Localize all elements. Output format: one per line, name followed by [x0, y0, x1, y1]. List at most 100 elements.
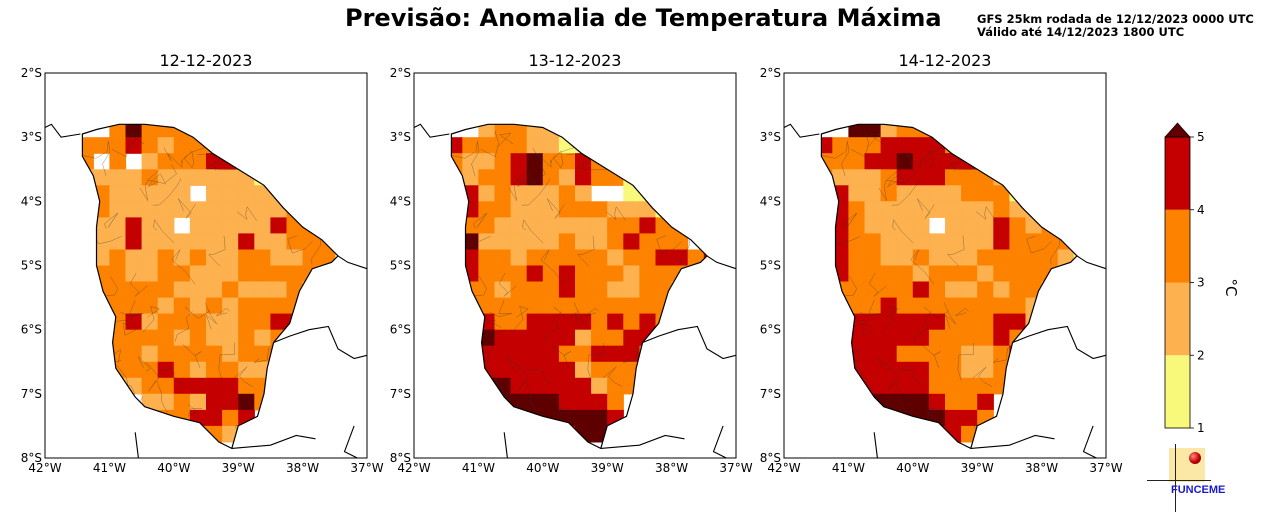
heatmap-cell: [238, 233, 255, 250]
heatmap-cell: [494, 124, 512, 138]
heatmap-cell: [639, 361, 657, 379]
heatmap-cell: [896, 329, 914, 347]
heatmap-cell: [222, 281, 239, 299]
municipal-boundary: [152, 178, 182, 206]
heatmap-cell: [928, 329, 946, 347]
heatmap-cell: [510, 345, 528, 363]
heatmap-cell: [558, 425, 576, 443]
heatmap-cell: [254, 217, 271, 234]
heatmap-cell: [558, 377, 576, 395]
heatmap-cell: [912, 425, 930, 443]
municipal-boundary: [511, 306, 529, 333]
heatmap-cell: [821, 137, 833, 154]
heatmap-cell: [173, 393, 191, 411]
heatmap-cell: [526, 169, 544, 186]
municipal-boundary: [1071, 386, 1077, 399]
heatmap-cell: [478, 185, 496, 202]
neighbor-boundary: [44, 123, 81, 138]
heatmap-cell: [912, 217, 930, 234]
municipal-boundary: [659, 359, 675, 373]
heatmap-cell: [510, 377, 528, 395]
heatmap-cell: [623, 297, 640, 315]
municipal-boundary: [580, 125, 596, 147]
heatmap-cell: [558, 281, 576, 299]
heatmap-cell: [451, 297, 463, 315]
heatmap-cell: [157, 233, 175, 250]
heatmap-cell: [286, 265, 304, 283]
heatmap-cell: [961, 233, 978, 250]
heatmap-cell: [157, 201, 175, 218]
heatmap-cell: [141, 124, 159, 138]
heatmap-cell: [848, 281, 866, 299]
heatmap-cell: [206, 393, 223, 411]
heatmap-cell: [125, 137, 143, 154]
heatmap-cell: [945, 297, 962, 315]
heatmap-cell: [993, 345, 1010, 363]
heatmap-cell: [880, 137, 898, 154]
funceme-logo: FUNCEME: [1147, 444, 1235, 512]
heatmap-cell: [671, 297, 689, 315]
neighbor-boundary: [503, 432, 508, 459]
heatmap-cell: [82, 137, 94, 154]
heatmap-cell: [189, 153, 207, 170]
heatmap-cell: [575, 201, 592, 218]
heatmap-cell: [575, 425, 592, 443]
heatmap-cell: [655, 345, 673, 363]
heatmap-cell: [607, 217, 624, 234]
heatmap-cell: [1025, 361, 1043, 379]
heatmap-cell: [1041, 297, 1059, 315]
heatmap-cell: [896, 201, 914, 218]
municipal-boundary: [587, 342, 604, 381]
heatmap-cell: [591, 124, 608, 138]
municipal-boundary: [471, 141, 480, 177]
heatmap-cell: [575, 233, 592, 250]
heatmap-cell: [864, 345, 882, 363]
heatmap-cell: [591, 329, 608, 347]
municipal-boundary: [516, 164, 546, 184]
municipal-boundary: [323, 124, 339, 134]
heatmap-cell: [687, 345, 705, 363]
heatmap-cell: [109, 233, 127, 250]
municipal-boundary: [517, 173, 536, 187]
heatmap-cell: [558, 393, 576, 411]
heatmap-cell: [173, 297, 191, 315]
heatmap-cell: [526, 124, 544, 138]
heatmap-cell: [478, 124, 496, 138]
heatmap-cell: [896, 217, 914, 234]
municipal-boundary: [546, 198, 565, 219]
heatmap-cell: [591, 249, 608, 267]
heatmap-cell: [623, 137, 640, 154]
municipal-boundary: [643, 181, 657, 198]
heatmap-cell: [703, 249, 707, 267]
municipal-boundary: [551, 344, 571, 368]
heatmap-cell: [575, 265, 592, 283]
heatmap-cell: [821, 281, 833, 299]
panel-title: 13-12-2023: [529, 51, 622, 70]
heatmap-cell: [896, 137, 914, 154]
heatmap-cell: [671, 249, 689, 267]
heatmap-cell: [302, 265, 320, 283]
heatmap-cell: [912, 201, 930, 218]
y-tick-label: 7°S: [390, 387, 411, 401]
y-tick-label: 5°S: [21, 259, 42, 273]
municipal-boundary: [102, 141, 111, 177]
y-tick-label: 2°S: [390, 66, 411, 80]
neighbor-boundary: [712, 425, 727, 459]
heatmap-cell: [945, 137, 962, 154]
heatmap-cell: [286, 313, 304, 331]
heatmap-cell: [961, 313, 978, 331]
x-tick-label: 40°W: [157, 461, 190, 475]
heatmap-cell: [173, 313, 191, 331]
municipal-boundary: [174, 311, 193, 342]
heatmap-cell: [206, 265, 223, 283]
heatmap-cell: [478, 217, 496, 234]
heatmap-cell: [912, 361, 930, 379]
heatmap-cell: [961, 393, 978, 411]
heatmap-cell: [125, 201, 143, 218]
municipal-boundary: [576, 162, 611, 171]
map-panel-2: 13-12-2023 2°S 3°S 4°S 5°S 6°S 7°S 8°S42°W 41°W 4…: [390, 51, 753, 475]
municipal-boundary: [290, 359, 305, 382]
heatmap-cell: [189, 361, 207, 379]
heatmap-cell: [558, 217, 576, 234]
heatmap-cell: [254, 169, 271, 186]
